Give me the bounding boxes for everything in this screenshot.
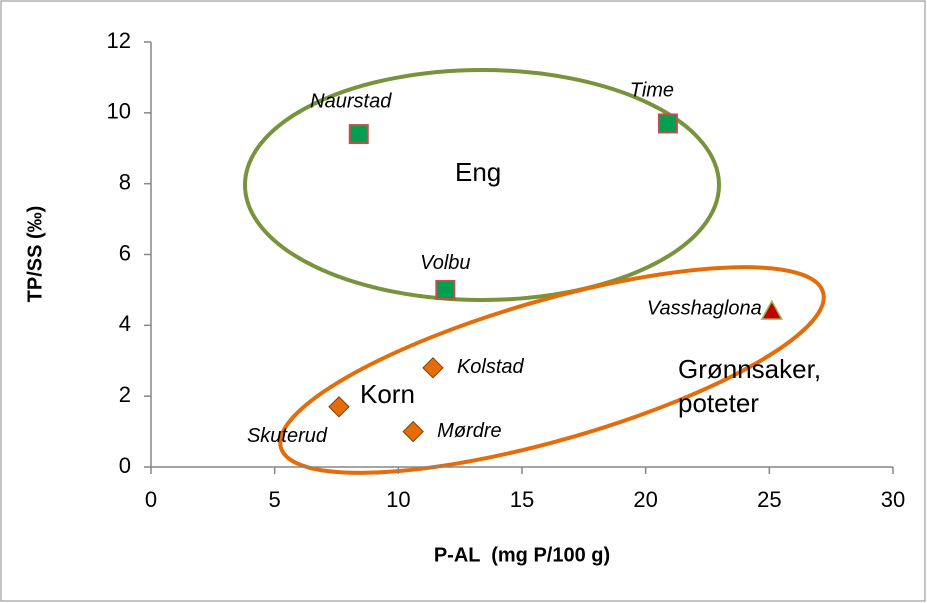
group-label: Korn (360, 379, 415, 409)
point (760, 299, 784, 320)
x-tick-label: 25 (757, 487, 781, 512)
y-tick-label: 0 (119, 453, 131, 478)
point (422, 357, 444, 379)
group-label: Eng (455, 157, 502, 187)
point (328, 396, 350, 418)
y-tick-label: 12 (107, 28, 131, 53)
x-tick-label: 10 (386, 487, 410, 512)
point (348, 124, 369, 145)
point-label: Mørdre (437, 420, 501, 442)
y-tick-label: 10 (107, 99, 131, 124)
point-label: Kolstad (457, 356, 525, 378)
group-ellipse (243, 68, 721, 302)
x-tick-label: 0 (145, 487, 157, 512)
y-tick-label: 2 (119, 382, 131, 407)
y-tick-label: 8 (119, 169, 131, 194)
point-label: Naurstad (310, 90, 392, 112)
y-axis-title: TP/SS (‰) (24, 206, 46, 303)
x-tick-label: 30 (881, 487, 905, 512)
x-tick-label: 5 (269, 487, 281, 512)
point (435, 279, 456, 300)
x-tick-label: 15 (510, 487, 534, 512)
y-tick-label: 6 (119, 240, 131, 265)
point-label: Vasshaglona (647, 297, 762, 319)
group-label: Grønnsaker, poteter (678, 354, 822, 418)
point-label: Volbu (420, 252, 470, 274)
point-label: Skuterud (247, 425, 328, 447)
y-tick-label: 4 (119, 311, 131, 336)
point (657, 113, 678, 134)
point-label: Time (630, 80, 674, 102)
point (402, 420, 424, 443)
group-ellipse (278, 265, 826, 475)
x-axis-title: P-AL (mg P/100 g) (434, 544, 610, 566)
x-tick-label: 20 (633, 487, 657, 512)
